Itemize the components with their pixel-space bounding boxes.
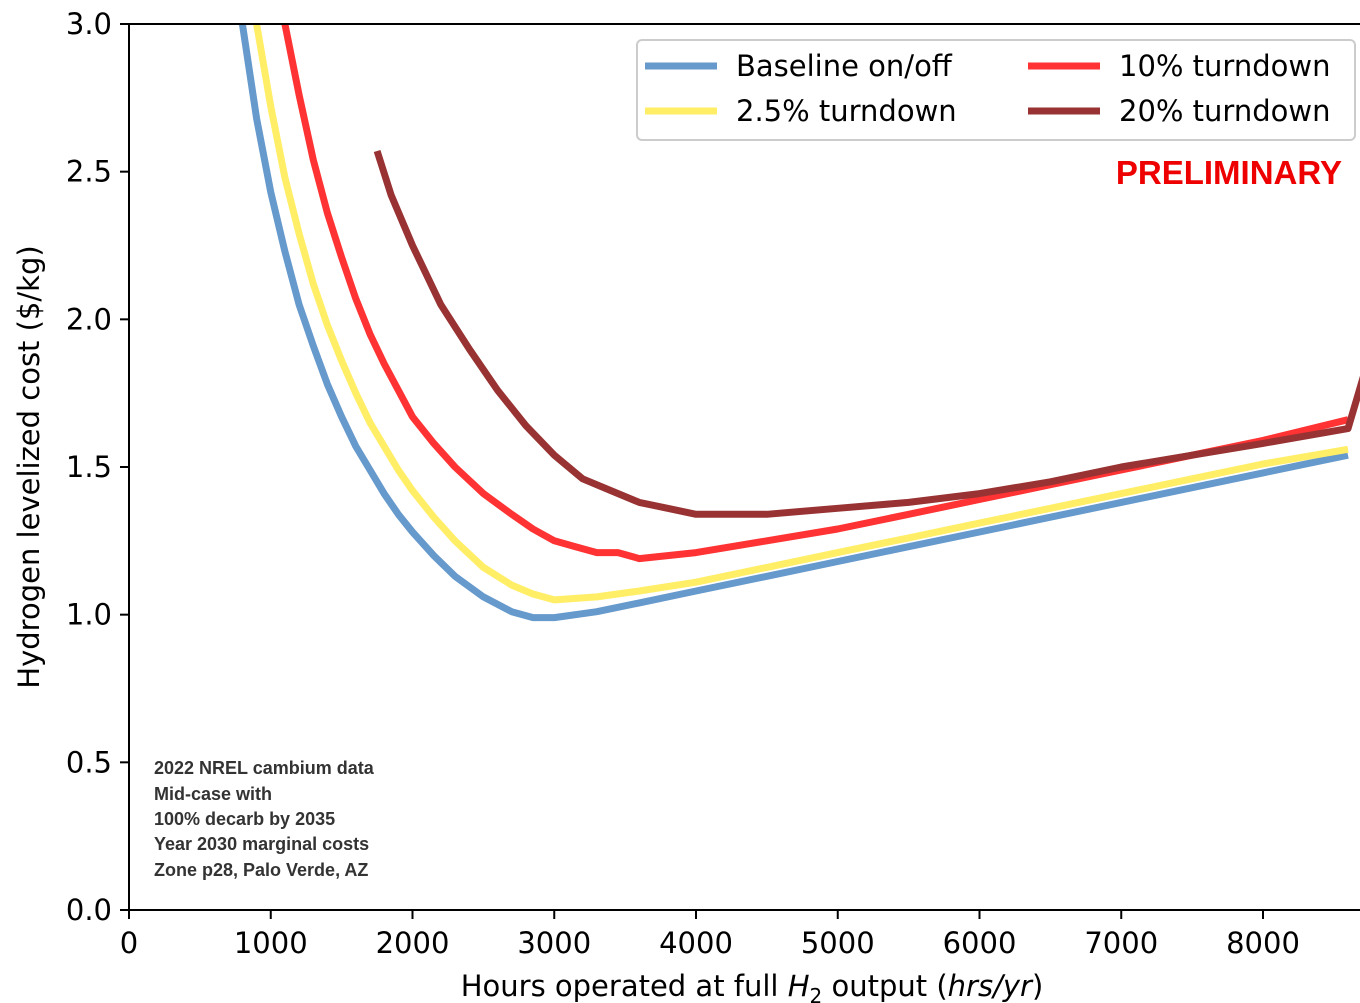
x-tick-label: 3000 [517,926,591,960]
x-tick-label: 8000 [1226,926,1300,960]
y-axis-ticks: 0.0 0.5 1.0 1.5 2.0 2.5 3.0 [66,7,129,927]
x-tick-label: 6000 [943,926,1017,960]
y-tick-label: 2.5 [66,155,112,189]
series-line-2-5-turndown [253,24,1349,604]
source-note-line: 2022 NREL cambium data [154,758,375,778]
x-tick-label: 5000 [801,926,875,960]
source-note: 2022 NREL cambium data Mid-case with 100… [154,758,375,880]
source-note-line: Year 2030 marginal costs [154,834,369,854]
source-note-line: 100% decarb by 2035 [154,809,335,829]
x-axis-ticks: 0 1000 2000 3000 4000 5000 6000 7000 8000 [120,910,1300,960]
legend-label-2-5-turndown: 2.5% turndown [736,94,957,128]
legend-label-10-turndown: 10% turndown [1119,49,1330,83]
x-axis-title: Hours operated at full H2 output (hrs/yr… [461,969,1044,1003]
y-tick-label: 2.0 [66,302,112,336]
y-tick-label: 0.0 [66,893,112,927]
y-tick-label: 1.5 [66,450,112,484]
x-tick-label: 0 [120,926,138,960]
x-tick-label: 4000 [659,926,733,960]
source-note-line: Zone p28, Palo Verde, AZ [154,860,368,880]
source-note-line: Mid-case with [154,784,272,804]
legend-label-20-turndown: 20% turndown [1119,94,1330,128]
legend-label-baseline: Baseline on/off [736,49,953,83]
x-tick-label: 2000 [376,926,450,960]
series-lines [238,24,1360,622]
legend-frame [636,39,1356,141]
series-line-baseline [238,24,1349,622]
x-tick-label: 7000 [1084,926,1158,960]
y-axis-title: Hydrogen levelized cost ($/kg) [12,245,46,688]
y-tick-label: 1.0 [66,598,112,632]
preliminary-label: PRELIMINARY [1116,154,1342,191]
y-tick-label: 3.0 [66,7,112,41]
series-line-10-turndown [281,24,1349,563]
legend: Baseline on/off 2.5% turndown 10% turndo… [636,39,1356,141]
series-line-20-turndown [373,149,1360,518]
x-tick-label: 1000 [234,926,308,960]
y-tick-label: 0.5 [66,745,112,779]
